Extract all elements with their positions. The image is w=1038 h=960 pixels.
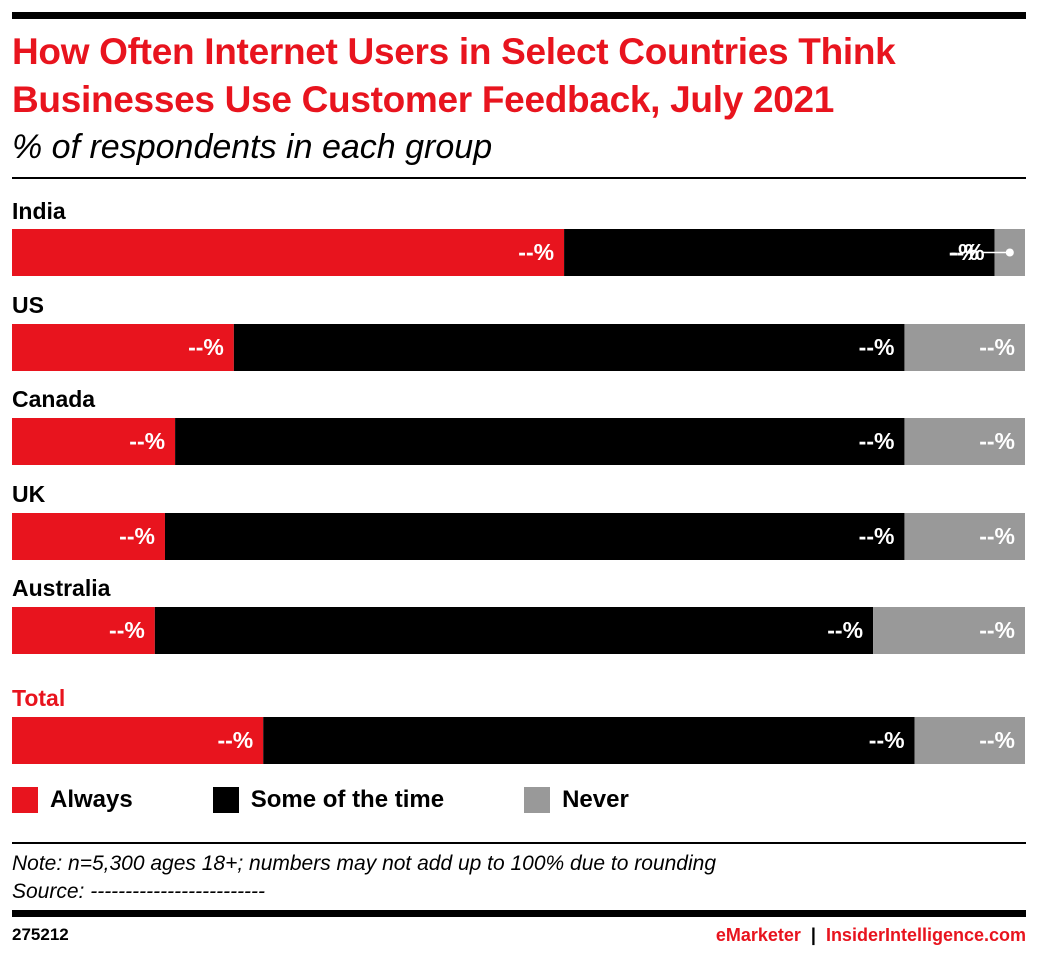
- category-label-total: Total: [12, 685, 65, 711]
- value-label-uk-never: --%: [979, 523, 1015, 549]
- chart-title: How Often Internet Users in Select Count…: [12, 31, 896, 120]
- value-label-india-always: --%: [518, 239, 554, 265]
- value-label-us-some-of-the-time: --%: [859, 334, 895, 360]
- bottom-rule: [12, 910, 1026, 917]
- brand-emarketer: eMarketer: [715, 925, 801, 945]
- chart-subtitle: % of respondents in each group: [12, 128, 493, 166]
- footnote: Note: n=5,300 ages 18+; numbers may not …: [12, 850, 716, 906]
- value-label-australia-always: --%: [109, 617, 145, 643]
- bar-uk-some-of-the-time: [164, 513, 905, 560]
- bar-uk-never: [904, 513, 1025, 560]
- legend-item-some-of-the-time: Some of the time: [212, 786, 445, 814]
- value-label-canada-always: --%: [129, 428, 165, 454]
- value-label-total-never: --%: [979, 727, 1015, 753]
- value-label-total-always: --%: [217, 727, 253, 753]
- category-label-india: India: [12, 198, 66, 224]
- legend-rule: [12, 842, 1026, 844]
- value-label-total-some-of-the-time: --%: [869, 727, 905, 753]
- value-label-us-never: --%: [979, 334, 1015, 360]
- bar-india-some-of-the-time: [564, 229, 995, 276]
- value-label-uk-always: --%: [119, 523, 155, 549]
- chart-id: 275212: [12, 925, 69, 944]
- value-label-canada-never: --%: [979, 428, 1015, 454]
- bar-uk-always: [12, 513, 165, 560]
- brand-insider-intelligence: InsiderIntelligence.com: [825, 925, 1026, 945]
- bar-australia-never: [873, 607, 1025, 654]
- bar-us-never: [904, 324, 1025, 371]
- bar-total-always: [12, 717, 264, 764]
- legend-label-never: Never: [562, 786, 629, 813]
- bar-australia-some-of-the-time: [154, 607, 874, 654]
- legend-swatch-never: [524, 787, 551, 813]
- brand-separator: |: [810, 925, 816, 945]
- legend-item-never: Never: [524, 786, 629, 814]
- bar-australia-always: [12, 607, 155, 654]
- bar-us-some-of-the-time: [233, 324, 905, 371]
- bar-canada-some-of-the-time: [175, 418, 905, 465]
- value-label-canada-some-of-the-time: --%: [859, 428, 895, 454]
- value-label-australia-some-of-the-time: --%: [827, 617, 863, 643]
- value-label-uk-some-of-the-time: --%: [859, 523, 895, 549]
- note-text: Note: n=5,300 ages 18+; numbers may not …: [12, 852, 717, 875]
- bar-us-always: [12, 324, 234, 371]
- legend-swatch-some-of-the-time: [212, 787, 239, 813]
- legend-swatch-always: [12, 787, 38, 813]
- bar-india-always: [12, 229, 565, 276]
- legend-label-always: Always: [50, 786, 133, 813]
- value-label-australia-never: --%: [979, 617, 1015, 643]
- top-rule: [12, 12, 1026, 19]
- bar-canada-never: [904, 418, 1025, 465]
- subtitle-rule: [12, 177, 1026, 179]
- value-label-india-never: -%: [950, 239, 978, 265]
- bar-total-some-of-the-time: [263, 717, 915, 764]
- category-label-us: US: [12, 292, 44, 318]
- brand-footer: eMarketer | InsiderIntelligence.com: [716, 925, 1026, 946]
- category-label-canada: Canada: [12, 386, 95, 412]
- bar-canada-always: [12, 418, 176, 465]
- stacked-bar-chart: India--% --%-%US--% --% --%Canada--% --% --%U…: [12, 198, 1025, 764]
- leader-dot-india-never: [1005, 248, 1014, 257]
- legend: Always Some of the time Never: [12, 786, 709, 814]
- value-label-us-always: --%: [188, 334, 224, 360]
- legend-item-always: Always: [12, 786, 133, 814]
- value-label-india-some-of-the-time: --%: [949, 239, 985, 265]
- legend-label-some-of-the-time: Some of the time: [250, 786, 445, 813]
- category-label-australia: Australia: [12, 575, 111, 601]
- source-text: Source: -------------------------: [12, 880, 266, 903]
- category-label-uk: UK: [12, 481, 46, 507]
- bar-total-never: [914, 717, 1025, 764]
